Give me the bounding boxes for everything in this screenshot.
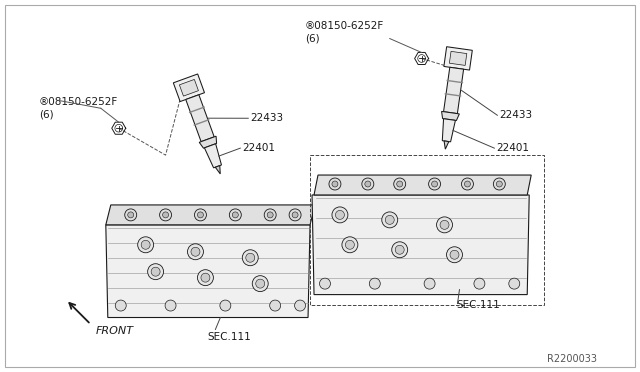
Polygon shape [106,225,310,318]
Polygon shape [173,74,205,102]
Polygon shape [179,80,198,96]
Circle shape [232,212,238,218]
Circle shape [382,212,397,228]
Circle shape [447,247,463,263]
Circle shape [474,278,485,289]
Circle shape [201,273,210,282]
Circle shape [198,270,213,286]
Circle shape [394,178,406,190]
Circle shape [191,247,200,256]
Circle shape [115,300,126,311]
Circle shape [346,240,355,249]
Circle shape [246,253,255,262]
Circle shape [431,181,438,187]
Polygon shape [186,95,214,142]
Polygon shape [106,205,315,225]
Circle shape [141,240,150,249]
Circle shape [465,181,470,187]
Polygon shape [444,47,472,70]
Circle shape [461,178,474,190]
Circle shape [159,209,172,221]
Bar [310,155,544,305]
Circle shape [424,278,435,289]
Circle shape [429,178,440,190]
Circle shape [497,181,502,187]
Circle shape [493,178,506,190]
Circle shape [440,220,449,229]
Text: ®08150-6252F
(6): ®08150-6252F (6) [39,97,118,119]
Polygon shape [449,51,467,65]
Circle shape [148,264,164,280]
Circle shape [264,209,276,221]
Text: 22433: 22433 [499,110,532,120]
Circle shape [198,212,204,218]
Circle shape [335,211,344,219]
Text: ®08150-6252F
(6): ®08150-6252F (6) [305,21,384,44]
Circle shape [128,212,134,218]
Circle shape [436,217,452,233]
Text: FRONT: FRONT [96,327,134,336]
Circle shape [332,207,348,223]
Circle shape [220,300,231,311]
Circle shape [329,178,341,190]
Circle shape [362,178,374,190]
Circle shape [365,181,371,187]
Circle shape [269,300,281,311]
Circle shape [125,209,137,221]
Circle shape [243,250,258,266]
Text: 22401: 22401 [243,143,275,153]
Polygon shape [312,195,529,295]
Polygon shape [442,111,460,121]
Circle shape [509,278,520,289]
Circle shape [256,279,265,288]
Text: SEC.111: SEC.111 [207,333,251,343]
Circle shape [294,300,305,311]
Circle shape [392,242,408,258]
Circle shape [165,300,176,311]
Circle shape [369,278,380,289]
Polygon shape [199,136,216,148]
Circle shape [252,276,268,292]
Circle shape [151,267,160,276]
Circle shape [188,244,204,260]
Circle shape [396,245,404,254]
Polygon shape [442,119,456,142]
Polygon shape [444,67,463,113]
Circle shape [195,209,207,221]
Circle shape [267,212,273,218]
Text: 22433: 22433 [250,113,284,123]
Circle shape [397,181,403,187]
Polygon shape [444,141,449,149]
Text: R2200033: R2200033 [547,355,597,364]
Polygon shape [314,175,531,195]
Circle shape [229,209,241,221]
Circle shape [319,278,330,289]
Circle shape [138,237,154,253]
Polygon shape [215,166,220,174]
Text: 22401: 22401 [497,143,529,153]
Polygon shape [204,144,221,168]
Circle shape [450,250,459,259]
Circle shape [163,212,168,218]
Circle shape [342,237,358,253]
Circle shape [292,212,298,218]
Circle shape [332,181,338,187]
Circle shape [289,209,301,221]
Text: SEC.111: SEC.111 [456,299,500,310]
Circle shape [385,215,394,224]
